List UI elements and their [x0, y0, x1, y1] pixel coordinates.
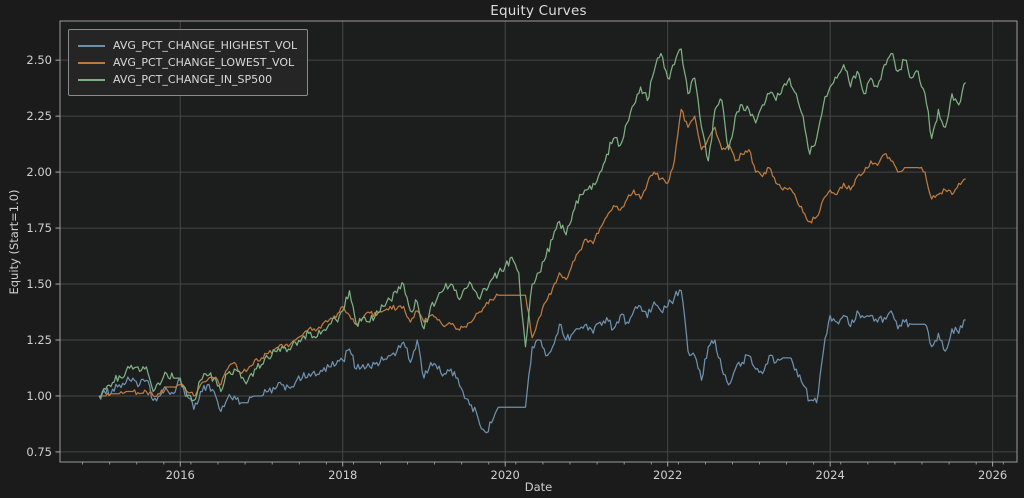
legend-label: AVG_PCT_CHANGE_LOWEST_VOL — [113, 56, 295, 69]
y-tick-label: 1.25 — [26, 333, 52, 347]
legend-label: AVG_PCT_CHANGE_HIGHEST_VOL — [113, 39, 298, 52]
legend-item: AVG_PCT_CHANGE_HIGHEST_VOL — [78, 37, 297, 54]
legend-label: AVG_PCT_CHANGE_IN_SP500 — [113, 73, 273, 86]
x-tick-label: 2020 — [491, 468, 520, 482]
legend-line-swatch — [78, 44, 105, 47]
y-tick-label: 2.25 — [26, 109, 52, 123]
legend-line-swatch — [78, 61, 105, 64]
series-line-avg_pct_change_highest_vol — [98, 289, 966, 434]
x-tick-label: 2024 — [816, 468, 845, 482]
y-tick-label: 0.75 — [26, 445, 52, 459]
x-tick-label: 2018 — [328, 468, 357, 482]
series-line-avg_pct_change_lowest_vol — [99, 108, 966, 398]
legend: AVG_PCT_CHANGE_HIGHEST_VOL AVG_PCT_CHANGE… — [68, 29, 309, 96]
x-tick-label: 2026 — [978, 468, 1007, 482]
y-tick-label: 2.50 — [26, 53, 52, 67]
legend-item: AVG_PCT_CHANGE_IN_SP500 — [78, 71, 297, 88]
plot-border — [59, 20, 1018, 463]
chart-title: Equity Curves — [490, 3, 587, 19]
y-tick-label: 1.50 — [26, 277, 52, 291]
y-tick-label: 1.00 — [26, 389, 52, 403]
y-tick-label: 1.75 — [26, 221, 52, 235]
x-axis-label: Date — [524, 480, 553, 494]
legend-line-swatch — [78, 78, 105, 81]
series-line-avg_pct_change_in_sp500 — [98, 48, 967, 402]
y-axis-label: Equity (Start=1.0) — [7, 189, 21, 295]
x-tick-label: 2022 — [653, 468, 682, 482]
y-tick-label: 2.00 — [26, 165, 52, 179]
x-tick-label: 2016 — [166, 468, 195, 482]
legend-item: AVG_PCT_CHANGE_LOWEST_VOL — [78, 54, 297, 71]
